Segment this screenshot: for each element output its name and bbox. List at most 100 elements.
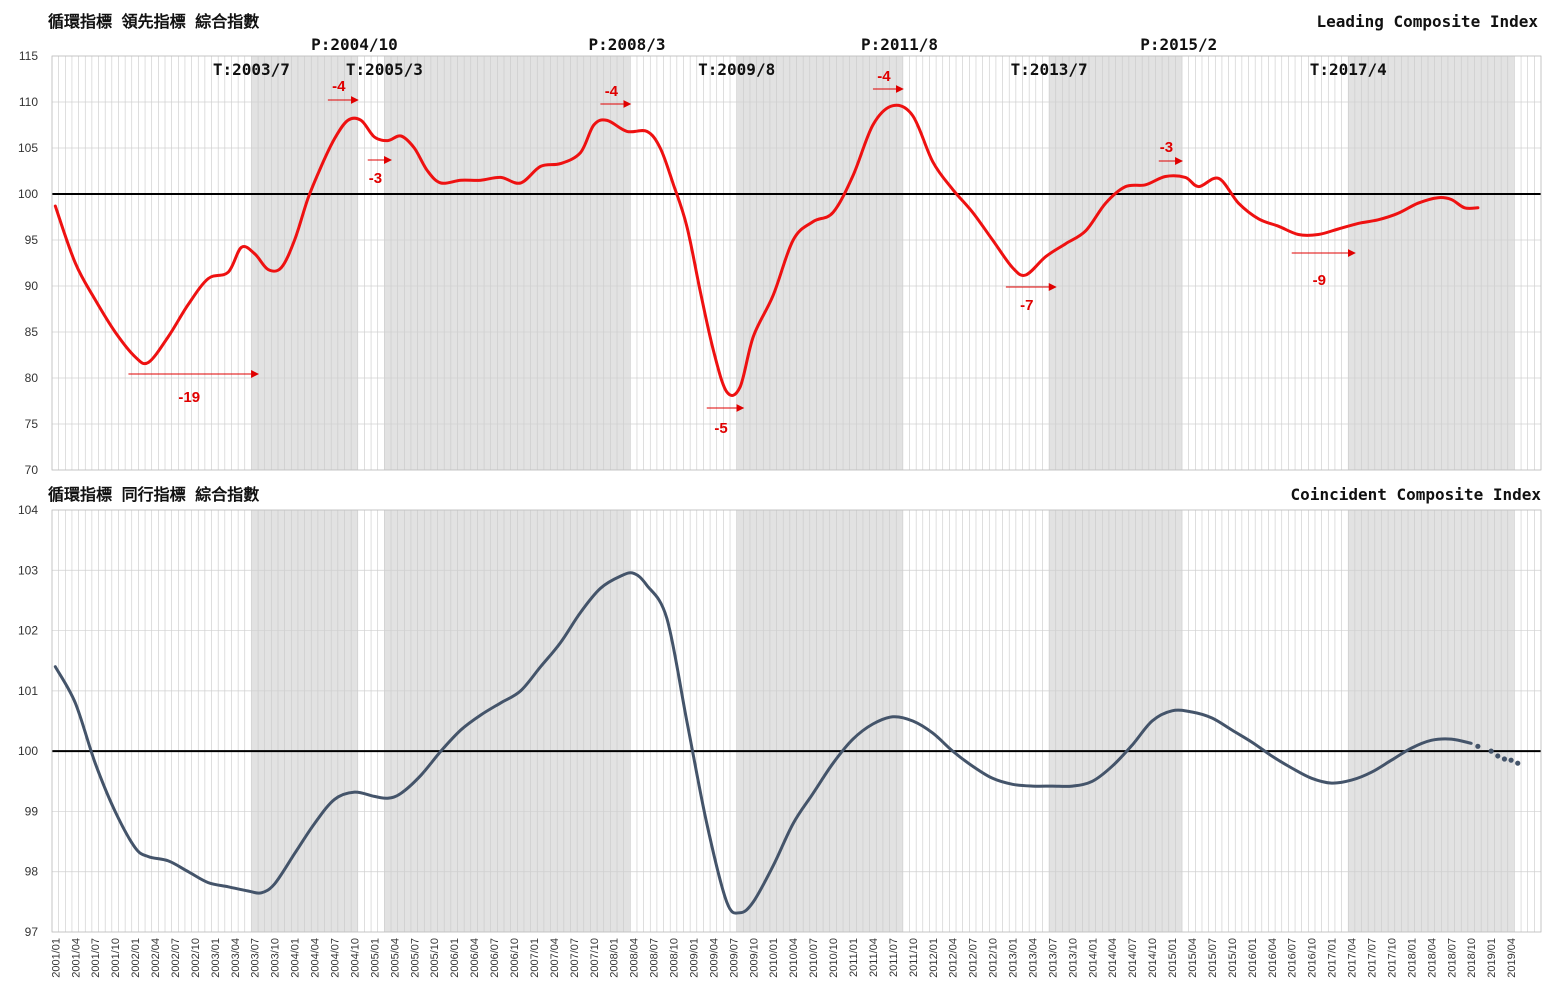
x-tick-label: 2016/07 bbox=[1287, 938, 1299, 978]
x-tick-label: 2001/10 bbox=[110, 938, 122, 978]
x-tick-label: 2007/01 bbox=[529, 938, 541, 978]
x-tick-label: 2006/10 bbox=[509, 938, 521, 978]
x-tick-label: 2002/01 bbox=[130, 938, 142, 978]
x-tick-label: 2012/07 bbox=[968, 938, 980, 978]
turning-point-label: P:2004/10 bbox=[311, 35, 398, 54]
x-tick-label: 2009/10 bbox=[748, 938, 760, 978]
lead-annotation-label: -7 bbox=[1020, 297, 1033, 314]
x-tick-label: 2016/01 bbox=[1247, 938, 1259, 978]
x-tick-label: 2017/01 bbox=[1327, 938, 1339, 978]
plot-frame bbox=[51, 55, 1542, 471]
x-tick-label: 2017/10 bbox=[1386, 938, 1398, 978]
shaded-period bbox=[736, 510, 903, 932]
y-tick-label: 100 bbox=[18, 187, 38, 201]
x-tick-label: 2010/01 bbox=[768, 938, 780, 978]
coincident-forecast-dot bbox=[1501, 756, 1508, 762]
x-tick-label: 2016/04 bbox=[1267, 938, 1279, 978]
x-tick-label: 2001/04 bbox=[70, 938, 82, 978]
x-tick-label: 2013/10 bbox=[1067, 938, 1079, 978]
x-tick-label: 2011/01 bbox=[848, 938, 860, 977]
x-tick-label: 2003/10 bbox=[270, 938, 282, 978]
x-tick-label: 2008/07 bbox=[649, 938, 661, 978]
x-tick-label: 2013/01 bbox=[1008, 938, 1020, 978]
x-tick-label: 2009/01 bbox=[688, 938, 700, 978]
turning-point-label: P:2011/8 bbox=[861, 35, 938, 54]
x-tick-label: 2005/07 bbox=[409, 938, 421, 978]
x-tick-label: 2017/07 bbox=[1366, 938, 1378, 978]
x-tick-label: 2012/10 bbox=[988, 938, 1000, 978]
x-tick-label: 2001/07 bbox=[90, 938, 102, 978]
shaded-period bbox=[384, 56, 631, 470]
coincident-chart-subtitle: Coincident Composite Index bbox=[1291, 485, 1542, 504]
x-tick-label: 2012/04 bbox=[948, 938, 960, 978]
turning-point-label: T:2003/7 bbox=[213, 60, 290, 79]
shaded-period bbox=[1348, 510, 1515, 932]
y-tick-label: 102 bbox=[18, 624, 38, 638]
x-tick-label: 2005/10 bbox=[429, 938, 441, 978]
x-tick-label: 2004/04 bbox=[310, 938, 322, 978]
x-tick-label: 2015/04 bbox=[1187, 938, 1199, 978]
x-tick-label: 2010/10 bbox=[828, 938, 840, 978]
coincident-forecast-dot bbox=[1488, 748, 1494, 754]
x-tick-label: 2003/04 bbox=[230, 938, 242, 978]
y-tick-label: 104 bbox=[18, 503, 38, 517]
x-tick-label: 2002/04 bbox=[150, 938, 162, 978]
x-tick-label: 2007/07 bbox=[569, 938, 581, 978]
lead-annotation-label: -9 bbox=[1313, 272, 1326, 289]
y-tick-label: 80 bbox=[25, 371, 39, 385]
x-tick-label: 2019/01 bbox=[1486, 938, 1498, 978]
y-tick-label: 90 bbox=[25, 279, 39, 293]
x-tick-label: 2011/10 bbox=[908, 938, 920, 977]
y-tick-label: 97 bbox=[25, 925, 39, 939]
x-tick-label: 2004/10 bbox=[349, 938, 361, 978]
lead-annotation-label: -4 bbox=[332, 78, 346, 95]
coincident-forecast-dot bbox=[1515, 760, 1521, 766]
x-tick-label: 2002/10 bbox=[190, 938, 202, 978]
x-tick-label: 2010/07 bbox=[808, 938, 820, 978]
lead-annotation-label: -3 bbox=[1160, 139, 1173, 156]
turning-point-label: P:2008/3 bbox=[588, 35, 665, 54]
x-tick-label: 2003/01 bbox=[210, 938, 222, 978]
y-tick-label: 103 bbox=[18, 563, 38, 577]
x-tick-label: 2014/07 bbox=[1127, 938, 1139, 978]
x-tick-label: 2012/01 bbox=[928, 938, 940, 978]
turning-point-label: T:2005/3 bbox=[346, 60, 423, 79]
lead-annotation-label: -4 bbox=[877, 68, 891, 85]
coincident-forecast-dot bbox=[1475, 743, 1481, 749]
x-tick-label: 2013/04 bbox=[1027, 938, 1039, 978]
x-tick-label: 2018/07 bbox=[1446, 938, 1458, 978]
x-tick-label: 2015/01 bbox=[1167, 938, 1179, 978]
turning-point-label: T:2013/7 bbox=[1011, 60, 1088, 79]
x-tick-label: 2015/10 bbox=[1227, 938, 1239, 978]
shaded-period bbox=[736, 56, 903, 470]
x-tick-label: 2019/04 bbox=[1506, 938, 1518, 978]
x-tick-label: 2002/07 bbox=[170, 938, 182, 978]
x-tick-label: 2011/04 bbox=[868, 938, 880, 977]
x-tick-label: 2004/01 bbox=[290, 938, 302, 978]
turning-point-label: P:2015/2 bbox=[1140, 35, 1217, 54]
x-tick-label: 2010/04 bbox=[788, 938, 800, 978]
lead-annotation-label: -4 bbox=[605, 83, 619, 100]
x-tick-label: 2018/10 bbox=[1466, 938, 1478, 978]
x-tick-label: 2016/10 bbox=[1307, 938, 1319, 978]
y-tick-label: 105 bbox=[18, 141, 38, 155]
x-tick-label: 2008/01 bbox=[609, 938, 621, 978]
x-tick-label: 2004/07 bbox=[330, 938, 342, 978]
coincident-forecast-dot bbox=[1495, 753, 1501, 759]
x-tick-label: 2009/04 bbox=[708, 938, 720, 978]
y-tick-label: 95 bbox=[25, 233, 39, 247]
y-tick-label: 100 bbox=[18, 744, 38, 758]
y-tick-label: 115 bbox=[19, 49, 38, 63]
plot-frame bbox=[51, 509, 1542, 933]
turning-point-label: T:2009/8 bbox=[698, 60, 775, 79]
y-tick-label: 99 bbox=[25, 804, 39, 818]
x-tick-label: 2014/10 bbox=[1147, 938, 1159, 978]
x-tick-label: 2011/07 bbox=[888, 938, 900, 977]
shaded-period bbox=[384, 510, 631, 932]
coincident-index-line bbox=[53, 571, 1473, 915]
x-tick-label: 2003/07 bbox=[250, 938, 262, 978]
x-tick-label: 2006/01 bbox=[449, 938, 461, 978]
leading-chart-subtitle: Leading Composite Index bbox=[1316, 12, 1538, 31]
y-tick-label: 98 bbox=[25, 865, 39, 879]
